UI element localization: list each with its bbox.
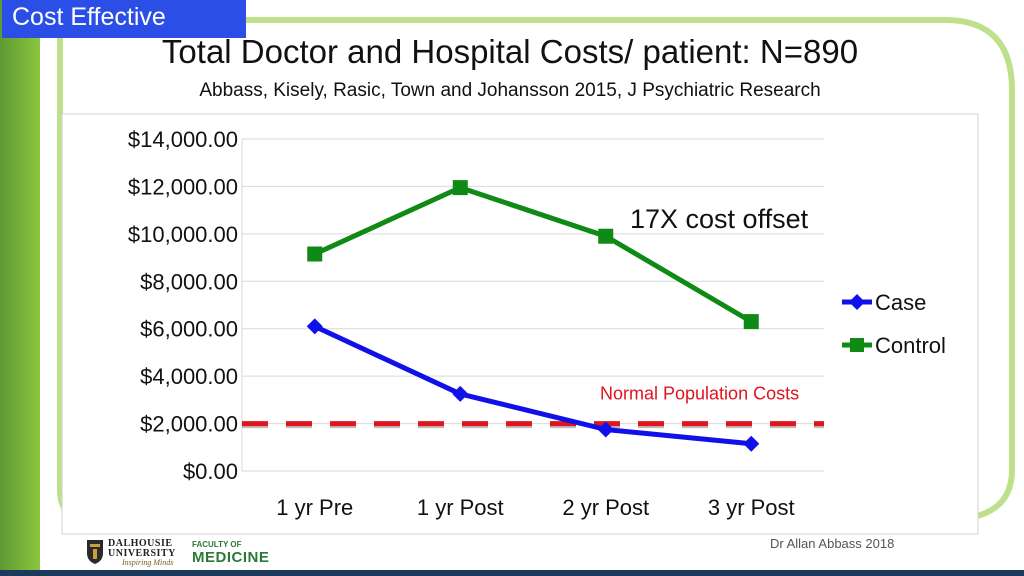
y-tick-label: $14,000.00 — [128, 127, 238, 152]
chart-panel — [61, 113, 979, 535]
data-point-control — [743, 314, 759, 330]
data-point-control — [598, 228, 614, 244]
reference-line-group: Normal Population Costs — [242, 384, 824, 429]
citation-subtitle: Abbass, Kisely, Rasic, Town and Johansso… — [199, 80, 821, 101]
dalhousie-medicine-logo: DALHOUSIE UNIVERSITY Inspiring Minds FAC… — [86, 537, 286, 569]
y-tick-label: $2,000.00 — [140, 412, 238, 437]
y-tick-label: $6,000.00 — [140, 317, 238, 342]
university-tagline: Inspiring Minds — [122, 558, 174, 567]
section-badge: Cost Effective — [2, 0, 246, 38]
x-tick-label: 1 yr Pre — [276, 495, 353, 520]
legend: Case Control — [842, 290, 946, 358]
cost-offset-annotation: 17X cost offset — [630, 204, 809, 234]
x-tick-label: 3 yr Post — [708, 495, 795, 520]
y-tick-label: $0.00 — [183, 459, 238, 484]
x-axis-ticks: 1 yr Pre 1 yr Post 2 yr Post 3 yr Post — [276, 495, 794, 520]
data-point-control — [307, 246, 323, 262]
faculty-of-label: FACULTY OF — [192, 540, 242, 549]
legend-label: Control — [875, 333, 946, 358]
data-point-case — [743, 435, 760, 452]
y-tick-label: $10,000.00 — [128, 222, 238, 247]
y-tick-label: $8,000.00 — [140, 269, 238, 294]
series-line-control — [313, 185, 753, 324]
data-point-control — [452, 180, 468, 196]
y-tick-label: $4,000.00 — [140, 364, 238, 389]
slide-title: Total Doctor and Hospital Costs/ patient… — [161, 33, 859, 70]
data-point-case — [306, 318, 323, 335]
y-tick-label: $12,000.00 — [128, 174, 238, 199]
gridlines — [241, 138, 824, 472]
bottom-bar — [0, 570, 1024, 576]
x-tick-label: 2 yr Post — [562, 495, 649, 520]
university-name: DALHOUSIE UNIVERSITY — [108, 538, 176, 559]
data-point-case — [597, 421, 614, 438]
university-crest-icon — [87, 540, 103, 564]
series-line-case — [313, 324, 752, 447]
y-axis-ticks: $0.00 $2,000.00 $4,000.00 $6,000.00 $8,000.0… — [128, 127, 238, 484]
cost-line-chart: $0.00 $2,000.00 $4,000.00 $6,000.00 $8,000.0… — [128, 127, 946, 520]
faculty-name: MEDICINE — [192, 549, 270, 566]
data-point-case — [452, 385, 469, 402]
author-credit: Dr Allan Abbass 2018 — [770, 536, 895, 551]
legend-marker — [850, 338, 864, 352]
series-group — [306, 180, 760, 452]
reference-line-label: Normal Population Costs — [600, 384, 799, 404]
legend-marker — [849, 294, 865, 310]
legend-label: Case — [875, 290, 926, 315]
x-tick-label: 1 yr Post — [417, 495, 504, 520]
left-green-bar — [0, 0, 40, 576]
